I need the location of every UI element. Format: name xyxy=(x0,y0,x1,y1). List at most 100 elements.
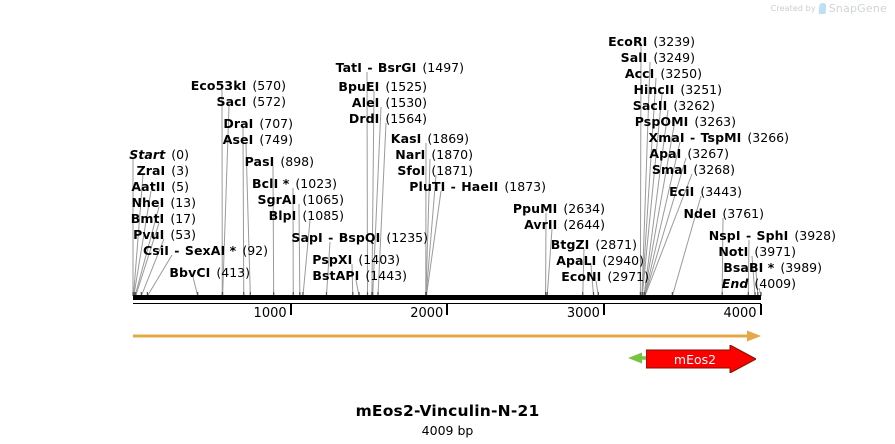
enzyme-position: (1023) xyxy=(295,176,337,191)
enzyme-label[interactable]: AvrII (2644) xyxy=(524,218,605,231)
enzyme-position: (3250) xyxy=(660,66,702,81)
enzyme-name: BclI * xyxy=(252,176,290,191)
enzyme-name: SphI xyxy=(756,228,789,243)
enzyme-label[interactable]: PasI (898) xyxy=(245,155,314,168)
enzyme-label[interactable]: NheI (13) xyxy=(131,196,196,209)
enzyme-name: PspOMI xyxy=(634,114,689,129)
enzyme-position: (413) xyxy=(216,265,250,280)
enzyme-position: (898) xyxy=(280,154,314,169)
backbone-feature-arrow[interactable] xyxy=(133,330,761,342)
enzyme-label[interactable]: NotI (3971) xyxy=(718,245,796,258)
enzyme-name: ApaI xyxy=(649,146,682,161)
enzyme-label[interactable]: PluTI - HaeII (1873) xyxy=(409,180,546,193)
enzyme-name: EcoNI xyxy=(561,269,602,284)
title-block: mEos2-Vinculin-N-21 4009 bp xyxy=(0,402,895,438)
enzyme-label[interactable]: KasI (1869) xyxy=(391,132,469,145)
enzyme-name: BmtI xyxy=(130,211,165,226)
enzyme-label[interactable]: NarI (1870) xyxy=(395,148,473,161)
enzyme-label[interactable]: BbvCI (413) xyxy=(169,266,250,279)
enzyme-label[interactable]: SgrAI (1065) xyxy=(257,193,344,206)
enzyme-position: (572) xyxy=(252,94,286,109)
enzyme-label[interactable]: PspOMI (3263) xyxy=(635,115,736,128)
enzyme-name-separator: - xyxy=(362,60,377,75)
enzyme-name: Eco53kI xyxy=(190,78,247,93)
enzyme-name-separator: - xyxy=(446,179,461,194)
enzyme-label[interactable]: EcoNI (2971) xyxy=(561,270,649,283)
enzyme-position: (2871) xyxy=(595,237,637,252)
enzyme-label[interactable]: PspXI (1403) xyxy=(312,253,400,266)
enzyme-label[interactable]: SapI - BspQI (1235) xyxy=(291,231,428,244)
enzyme-label[interactable]: BpuEI (1525) xyxy=(338,80,427,93)
enzyme-name: End xyxy=(721,276,749,291)
enzyme-label[interactable]: AleI (1530) xyxy=(352,96,427,109)
enzyme-label[interactable]: SfoI (1871) xyxy=(397,164,473,177)
enzyme-name: SalI xyxy=(620,50,648,65)
enzyme-name: ApaLI xyxy=(556,253,597,268)
enzyme-label[interactable]: DrdI (1564) xyxy=(349,112,427,125)
backbone-inner-line xyxy=(133,300,761,303)
enzyme-label[interactable]: TatI - BsrGI (1497) xyxy=(336,61,464,74)
enzyme-position: (2644) xyxy=(563,217,605,232)
enzyme-label[interactable]: AatII (5) xyxy=(131,180,189,193)
enzyme-position: (2634) xyxy=(563,201,605,216)
enzyme-name: DraI xyxy=(223,116,254,131)
enzyme-name: HincII xyxy=(633,82,675,97)
enzyme-name: BpuEI xyxy=(338,79,380,94)
enzyme-name: SgrAI xyxy=(257,192,297,207)
enzyme-label[interactable]: NdeI (3761) xyxy=(683,207,764,220)
meos2-feature-arrow[interactable] xyxy=(646,345,756,373)
enzyme-label[interactable]: EciI (3443) xyxy=(669,185,742,198)
enzyme-label[interactable]: EcoRI (3239) xyxy=(608,35,695,48)
enzyme-position: (53) xyxy=(170,227,196,242)
construct-length: 4009 bp xyxy=(421,423,474,438)
enzyme-position: (5) xyxy=(171,179,189,194)
enzyme-label[interactable]: BmtI (17) xyxy=(131,212,196,225)
enzyme-position: (92) xyxy=(242,243,268,258)
enzyme-name: BtgZI xyxy=(550,237,590,252)
enzyme-label[interactable]: SalI (3249) xyxy=(621,51,695,64)
ruler-tick-label: 3000 xyxy=(566,306,600,321)
enzyme-label[interactable]: AccI (3250) xyxy=(625,67,702,80)
enzyme-label[interactable]: End (4009) xyxy=(722,277,796,290)
enzyme-name: BbvCI xyxy=(169,265,211,280)
enzyme-name: PvuI xyxy=(133,227,165,242)
enzyme-position: (3268) xyxy=(693,162,735,177)
enzyme-position: (1497) xyxy=(422,60,464,75)
enzyme-name: PspXI xyxy=(312,252,353,267)
enzyme-label[interactable]: CsiI - SexAI * (92) xyxy=(143,244,268,257)
enzyme-label[interactable]: PvuI (53) xyxy=(133,228,196,241)
enzyme-label[interactable]: ApaLI (2940) xyxy=(556,254,644,267)
enzyme-name: BspQI xyxy=(338,230,381,245)
enzyme-label[interactable]: BclI * (1023) xyxy=(252,177,337,190)
enzyme-label[interactable]: PpuMI (2634) xyxy=(513,202,605,215)
enzyme-position: (4009) xyxy=(754,276,796,291)
ruler-tick-label: 1000 xyxy=(253,306,287,321)
enzyme-name: AleI xyxy=(351,95,380,110)
enzyme-label[interactable]: SmaI (3268) xyxy=(652,163,735,176)
enzyme-label[interactable]: DraI (707) xyxy=(223,117,293,130)
enzyme-name: NarI xyxy=(395,147,426,162)
enzyme-position: (1403) xyxy=(358,252,400,267)
enzyme-label[interactable]: SacII (3262) xyxy=(633,99,715,112)
enzyme-label[interactable]: NspI - SphI (3928) xyxy=(709,229,836,242)
enzyme-label[interactable]: ApaI (3267) xyxy=(649,147,729,160)
sequence-backbone xyxy=(133,295,761,304)
enzyme-label[interactable]: AseI (749) xyxy=(223,133,293,146)
enzyme-label[interactable]: ZraI (3) xyxy=(137,164,189,177)
enzyme-label[interactable]: BsaBI * (3989) xyxy=(723,261,822,274)
enzyme-label[interactable]: Eco53kI (570) xyxy=(191,79,286,92)
enzyme-name: SacII xyxy=(632,98,668,113)
enzyme-label[interactable]: BstAPI (1443) xyxy=(312,269,407,282)
enzyme-name: PasI xyxy=(244,154,275,169)
enzyme-label[interactable]: HincII (3251) xyxy=(633,83,722,96)
enzyme-label[interactable]: XmaI - TspMI (3266) xyxy=(649,131,790,144)
enzyme-position: (1443) xyxy=(365,268,407,283)
enzyme-name: EcoRI xyxy=(608,34,648,49)
enzyme-label[interactable]: BtgZI (2871) xyxy=(551,238,637,251)
enzyme-label[interactable]: BlpI (1085) xyxy=(269,209,344,222)
enzyme-position: (1871) xyxy=(431,163,473,178)
enzyme-label[interactable]: Start (0) xyxy=(129,148,189,161)
enzyme-position: (1870) xyxy=(431,147,473,162)
enzyme-label[interactable]: SacI (572) xyxy=(216,95,286,108)
